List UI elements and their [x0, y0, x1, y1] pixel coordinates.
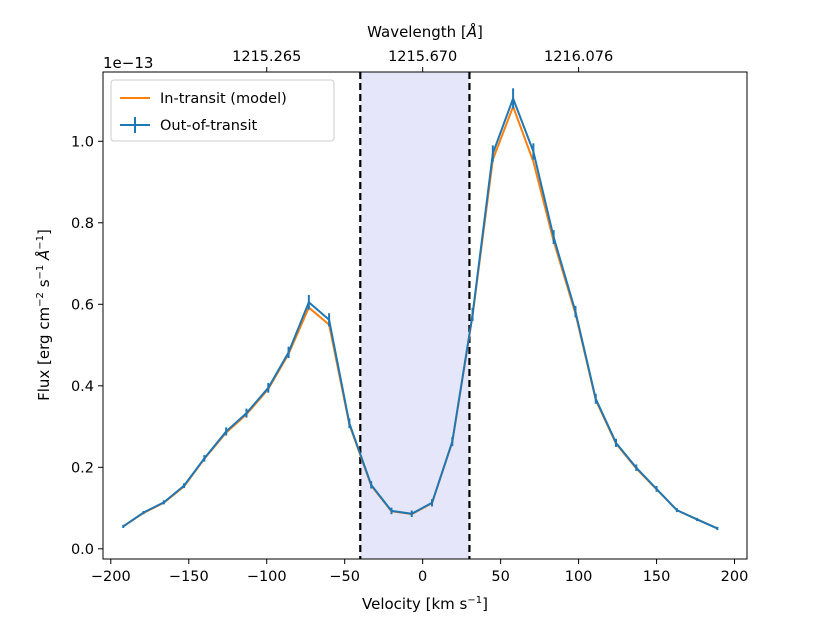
legend-box [110, 79, 335, 142]
y-tick-label: 0.4 [71, 379, 94, 395]
legend-label-out-of-transit: Out-of-transit [160, 118, 258, 134]
x-tick-label: 100 [565, 569, 593, 585]
series-line-1 [122, 97, 718, 530]
series-layer [122, 88, 719, 531]
top-x-tick-label: 1215.670 [388, 49, 457, 65]
shaded-region-layer [360, 72, 470, 559]
top-x-axis-label: Wavelength [Å] [367, 22, 483, 41]
x-tick-label: −150 [169, 569, 209, 585]
x-axis-label: Velocity [km s−1] [362, 595, 488, 613]
y-tick-label: 1.0 [71, 134, 94, 150]
x-tick-label: −100 [247, 569, 287, 585]
y-tick-label: 0.8 [71, 216, 94, 232]
y-axis-label: Flux [erg cm−2 s−1 Å−1] [34, 229, 53, 401]
y-tick-label: 0.2 [71, 460, 94, 476]
x-tick-label: 150 [643, 569, 671, 585]
y-multiplier: 1e−13 [103, 54, 153, 72]
top-x-tick-label: 1215.265 [232, 49, 301, 65]
vertical-lines-layer [359, 72, 471, 559]
x-tick-label: 50 [491, 569, 509, 585]
y-tick-label: 0.0 [71, 542, 94, 558]
x-tick-label: −50 [329, 569, 360, 585]
y-tick-label: 0.6 [71, 297, 94, 313]
x-tick-label: −200 [91, 569, 131, 585]
legend: In-transit (model) Out-of-transit [110, 79, 335, 142]
x-tick-label: 0 [418, 569, 427, 585]
legend-label-in-transit: In-transit (model) [160, 91, 287, 107]
plot-frame [102, 71, 748, 560]
top-x-ticks: 1215.265 1215.670 1216.076 [232, 49, 613, 72]
y-ticks: 0.0 0.2 0.4 0.6 0.8 1.0 [71, 134, 103, 558]
shaded-band [360, 72, 470, 559]
x-tick-label: 200 [721, 569, 749, 585]
x-ticks: −200 −150 −100 −50 0 50 100 150 200 [91, 559, 748, 585]
top-x-tick-label: 1216.076 [544, 49, 613, 65]
